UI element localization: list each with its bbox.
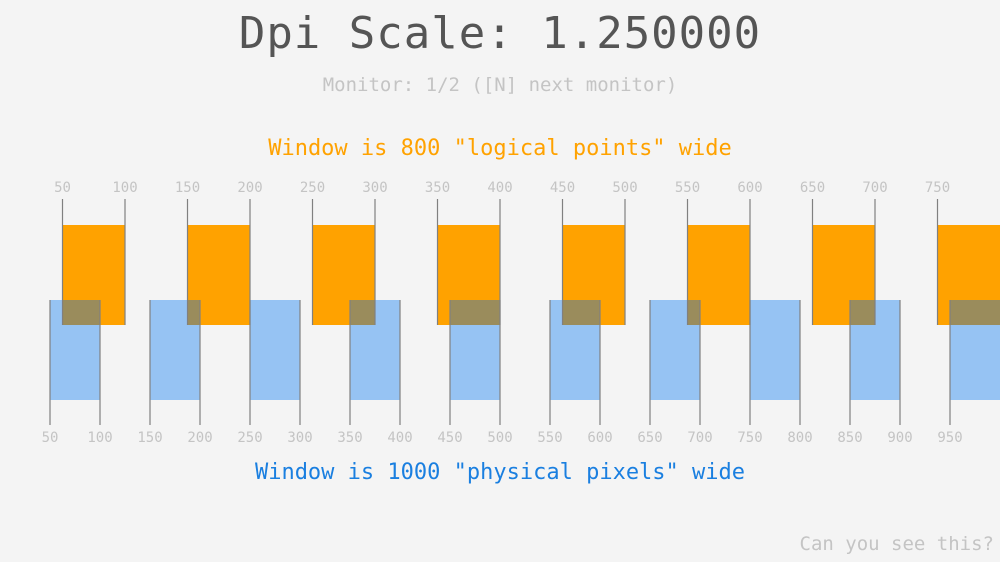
logical-tick-label: 650 <box>800 180 825 196</box>
physical-tick-label: 100 <box>87 430 112 446</box>
monitor-info: Monitor: 1/2 ([N] next monitor) <box>322 74 678 96</box>
physical-block <box>750 300 800 400</box>
physical-tick-label: 800 <box>787 430 812 446</box>
logical-tick-label: 500 <box>612 180 637 196</box>
physical-block <box>250 300 300 400</box>
physical-tick-label: 350 <box>337 430 362 446</box>
physical-tick-label: 600 <box>587 430 612 446</box>
physical-tick-label: 850 <box>837 430 862 446</box>
overlap-block <box>350 300 375 325</box>
physical-tick-label: 700 <box>687 430 712 446</box>
physical-tick-label: 250 <box>237 430 262 446</box>
logical-tick-label: 50 <box>54 180 71 196</box>
physical-tick-label: 150 <box>137 430 162 446</box>
physical-tick-label: 450 <box>437 430 462 446</box>
physical-caption: Window is 1000 "physical pixels" wide <box>254 460 746 485</box>
logical-caption: Window is 800 "logical points" wide <box>268 136 732 161</box>
logical-tick-label: 250 <box>300 180 325 196</box>
physical-tick-label: 300 <box>287 430 312 446</box>
physical-tick-label: 950 <box>937 430 962 446</box>
logical-tick-label: 400 <box>487 180 512 196</box>
overlap-block <box>562 300 600 325</box>
physical-tick-label: 500 <box>487 430 512 446</box>
dpi-scale-title: Dpi Scale: 1.250000 <box>238 8 762 59</box>
footer-text: Can you see this? <box>799 533 994 555</box>
logical-tick-label: 450 <box>550 180 575 196</box>
overlap-block <box>187 300 200 325</box>
logical-tick-label: 700 <box>862 180 887 196</box>
overlap-block <box>850 300 875 325</box>
overlap-block <box>450 300 500 325</box>
logical-tick-label: 100 <box>112 180 137 196</box>
overlap-block <box>687 300 700 325</box>
physical-tick-label: 50 <box>42 430 59 446</box>
physical-tick-label: 750 <box>737 430 762 446</box>
logical-tick-label: 300 <box>362 180 387 196</box>
logical-tick-label: 350 <box>425 180 450 196</box>
logical-tick-label: 600 <box>737 180 762 196</box>
overlap-block <box>950 300 1000 325</box>
logical-tick-label: 750 <box>925 180 950 196</box>
logical-tick-label: 200 <box>237 180 262 196</box>
physical-tick-label: 650 <box>637 430 662 446</box>
physical-tick-label: 400 <box>387 430 412 446</box>
physical-tick-label: 550 <box>537 430 562 446</box>
logical-tick-label: 150 <box>175 180 200 196</box>
physical-tick-label: 900 <box>887 430 912 446</box>
physical-tick-label: 200 <box>187 430 212 446</box>
logical-tick-label: 550 <box>675 180 700 196</box>
overlap-block <box>62 300 100 325</box>
